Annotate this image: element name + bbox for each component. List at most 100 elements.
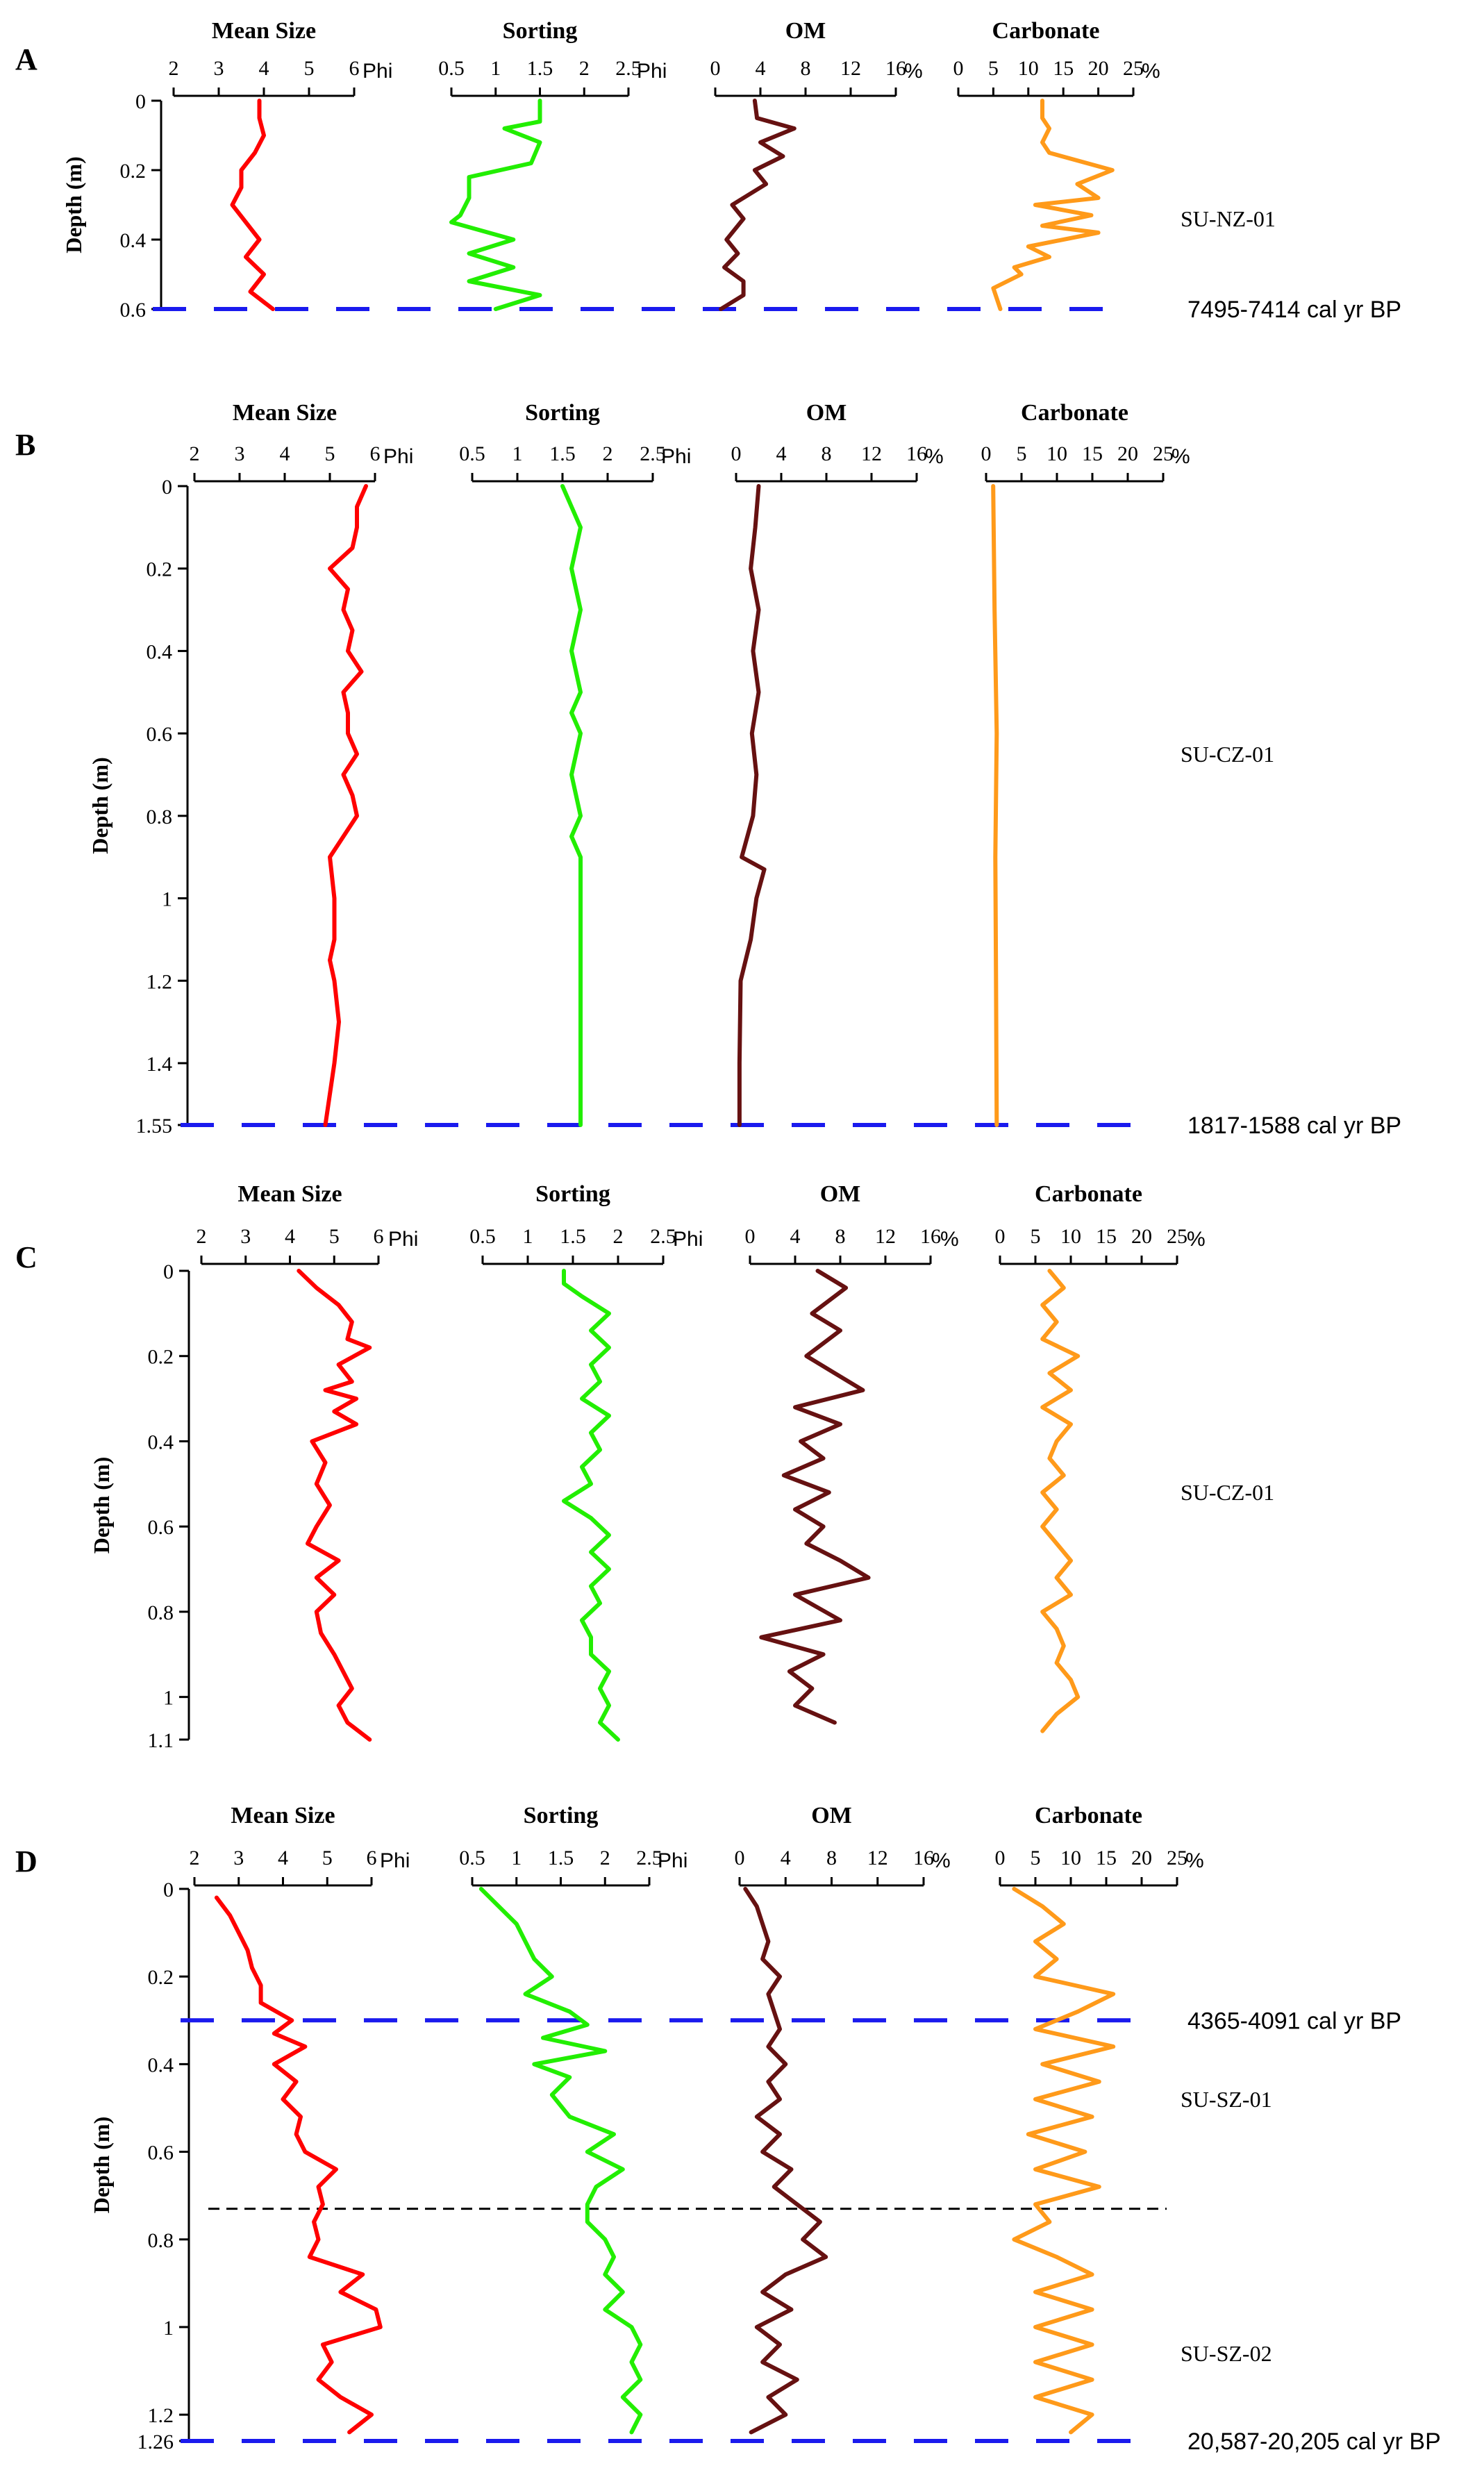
series-title: OM (806, 400, 847, 426)
value-tick-label: 0 (731, 442, 742, 465)
series-line (560, 484, 583, 1127)
unit-label: % (904, 60, 923, 83)
value-tick-label: 16 (885, 57, 906, 80)
value-tick-label: 2 (579, 57, 590, 80)
unit-label: Phi (637, 60, 667, 83)
series-line (991, 99, 1115, 311)
series-title: Mean Size (212, 18, 316, 44)
series-carbonate: Carbonate 0 5 10 15 20 25% (995, 1803, 1204, 2435)
value-tick-label: 15 (1053, 57, 1074, 80)
series-line (478, 1887, 643, 2435)
value-tick-label: 20 (1131, 1225, 1152, 1248)
value-tick-label: 20 (1117, 442, 1138, 465)
series-title: Mean Size (231, 1803, 335, 1828)
series-title: Carbonate (992, 18, 1100, 44)
value-tick-label: 2 (190, 442, 200, 465)
unit-label: % (1187, 1228, 1206, 1251)
value-tick-label: 4 (790, 1225, 801, 1248)
unit-label: Phi (362, 60, 392, 83)
value-tick-label: 1 (523, 1225, 533, 1248)
value-tick-label: 8 (801, 57, 811, 80)
value-tick-label: 4 (259, 57, 269, 80)
value-tick-label: 2 (169, 57, 179, 80)
series-carbonate: Carbonate 0 5 10 15 20 25% (953, 18, 1160, 311)
series-om: OM 0 4 8 12 16% (731, 400, 944, 1127)
value-tick-label: 2 (197, 1225, 207, 1248)
value-tick-label: 5 (325, 442, 335, 465)
core-label: SU-SZ-01 (1181, 2087, 1272, 2112)
value-tick-label: 0 (995, 1847, 1006, 1869)
unit-label: Phi (380, 1849, 410, 1872)
series-title: Mean Size (233, 400, 337, 426)
panel-a: A 0 0.2 0.4 0.6 Depth (m) 7495-7414 cal yr BP S… (15, 18, 1401, 323)
value-tick-label: 1.5 (548, 1847, 574, 1869)
value-tick-label: 10 (1060, 1847, 1081, 1869)
depth-tick-label: 1.26 (137, 2431, 174, 2453)
value-tick-label: 4 (781, 1847, 791, 1869)
value-tick-label: 15 (1096, 1847, 1117, 1869)
depth-tick-label: 0.6 (148, 2142, 174, 2165)
value-tick-label: 12 (875, 1225, 896, 1248)
series-line (719, 99, 797, 311)
value-tick-label: 8 (826, 1847, 837, 1869)
value-tick-label: 5 (329, 1225, 340, 1248)
depth-tick-label: 0.6 (147, 723, 173, 746)
value-tick-label: 25 (1123, 57, 1144, 80)
core-label: SU-SZ-02 (1181, 2341, 1272, 2366)
value-tick-label: 0 (735, 1847, 745, 1869)
value-tick-label: 5 (1017, 442, 1027, 465)
depth-axis-label: Depth (m) (89, 2117, 114, 2214)
panel-c: C 0 0.2 0.4 0.6 0.8 1 1.1 Depth (m) SU-CZ-01 Mean … (15, 1181, 1274, 1752)
value-tick-label: 1 (511, 1847, 522, 1869)
depth-axis-label: Depth (m) (89, 1457, 114, 1554)
date-label: 20,587-20,205 cal yr BP (1187, 2428, 1441, 2455)
series-line (323, 484, 368, 1127)
unit-label: Phi (661, 445, 691, 468)
value-tick-label: 10 (1060, 1225, 1081, 1248)
series-title: Sorting (524, 1803, 599, 1828)
unit-label: Phi (673, 1228, 703, 1251)
value-tick-label: 3 (233, 1847, 244, 1869)
value-tick-label: 25 (1153, 442, 1174, 465)
unit-label: % (940, 1228, 959, 1251)
value-tick-label: 2 (613, 1225, 624, 1248)
depth-tick-label: 1.4 (147, 1053, 173, 1076)
panel-letter: C (15, 1240, 37, 1274)
value-tick-label: 4 (278, 1847, 288, 1869)
depth-tick-label: 0.4 (120, 229, 147, 252)
depth-tick-label: 1 (162, 888, 172, 911)
depth-tick-label: 0.2 (148, 1346, 174, 1369)
series-title: Sorting (525, 400, 600, 426)
depth-tick-label: 1 (163, 1687, 174, 1710)
value-tick-label: 6 (370, 442, 381, 465)
panel-d: D 0 0.2 0.4 0.6 0.8 1 1.2 1.26 Depth (m) 4365-4091… (15, 1803, 1441, 2455)
panel-letter: A (15, 42, 37, 76)
value-tick-label: 2 (600, 1847, 610, 1869)
depth-tick-label: 0.8 (147, 806, 173, 828)
depth-tick-label: 1.1 (148, 1729, 174, 1752)
value-tick-label: 3 (214, 57, 224, 80)
date-label: 4365-4091 cal yr BP (1187, 2008, 1401, 2034)
value-tick-label: 1.5 (560, 1225, 586, 1248)
depth-tick-label: 1.2 (147, 970, 173, 993)
value-tick-label: 1 (490, 57, 501, 80)
series-title: Carbonate (1021, 400, 1128, 426)
value-tick-label: 0 (745, 1225, 756, 1248)
value-tick-label: 6 (374, 1225, 384, 1248)
unit-label: % (1142, 60, 1160, 83)
value-tick-label: 25 (1167, 1225, 1187, 1248)
value-tick-label: 1.5 (549, 442, 576, 465)
depth-tick-label: 0 (135, 90, 146, 113)
value-tick-label: 3 (240, 1225, 251, 1248)
value-tick-label: 0 (981, 442, 992, 465)
series-mean-size: Mean Size 2 3 4 5 6 Phi (169, 18, 392, 311)
unit-label: Phi (388, 1228, 418, 1251)
value-tick-label: 4 (776, 442, 787, 465)
value-tick-label: 5 (304, 57, 315, 80)
depth-tick-label: 0.8 (148, 1601, 174, 1624)
